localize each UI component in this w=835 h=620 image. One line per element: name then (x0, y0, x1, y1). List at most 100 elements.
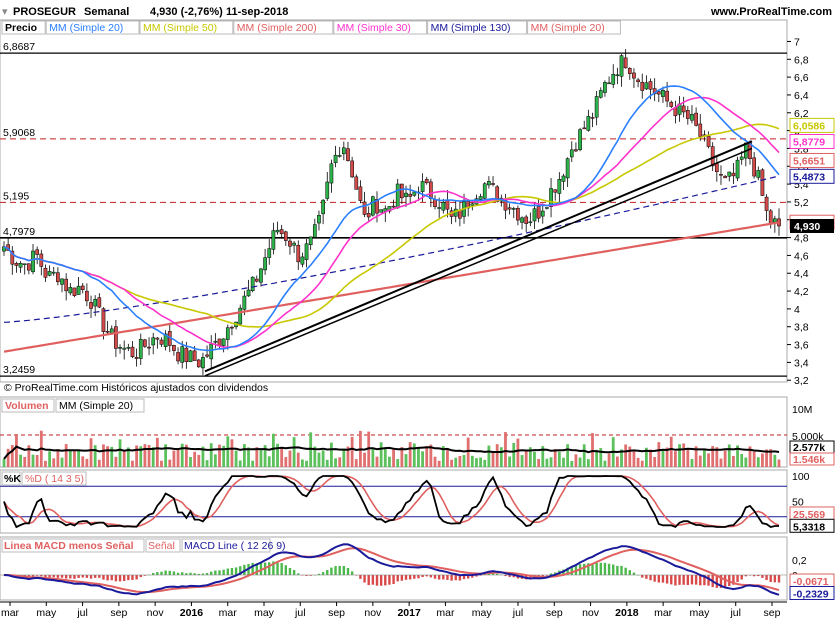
candle-body (130, 346, 135, 357)
volume-bar (545, 458, 549, 467)
candle-body (250, 276, 255, 291)
x-tick-label: 2016 (180, 607, 204, 619)
volume-bar (553, 449, 557, 467)
volume-bar (184, 444, 188, 467)
candle-body (304, 243, 309, 260)
volume-bar (450, 459, 453, 467)
candle-body (93, 298, 98, 307)
menu-icon[interactable]: ▾ (2, 6, 8, 18)
macd-hist-bar (674, 575, 677, 586)
macd-hist-bar (732, 575, 735, 585)
x-tick-label: may (690, 607, 711, 619)
macd-hist-bar (56, 575, 60, 578)
macd-hist-bar (429, 575, 433, 578)
volume-bar (139, 446, 143, 467)
candle-body (478, 196, 483, 200)
price-frame (0, 19, 788, 383)
volume-bar (118, 439, 122, 467)
volume-bar (73, 450, 76, 467)
macd-hist-bar (297, 573, 300, 575)
y-tick-label: 3,8 (794, 322, 809, 334)
candle-body (155, 337, 160, 340)
macd-hist-bar (160, 571, 163, 575)
candle-body (470, 203, 475, 206)
macd-hist-bar (284, 565, 288, 575)
candle-body (549, 188, 553, 207)
price-tag: 4,930 (790, 218, 834, 233)
candle-body (213, 340, 218, 343)
volume-bar (259, 448, 263, 467)
candle-body (296, 244, 301, 263)
stochastic-tick: 100 (792, 471, 810, 483)
candle-body (603, 82, 607, 93)
volume-bar (346, 446, 350, 467)
candle-body (511, 208, 516, 210)
y-tick-label: 4,6 (794, 250, 809, 262)
macd-hist-bar (665, 575, 669, 584)
stochastic-k-box (1, 471, 21, 486)
volume-bar (226, 436, 230, 467)
macd-hist-bar (421, 575, 424, 578)
ma-50-line (3, 123, 780, 328)
macd-hist-bar (479, 575, 482, 576)
macd-signal-line (4, 547, 780, 593)
volume-bar (126, 447, 130, 467)
volume-bar (711, 446, 715, 467)
macd-hist-bar (143, 575, 147, 576)
candle-body (536, 206, 541, 219)
macd-frame (0, 536, 788, 601)
site-link[interactable]: www.ProRealTime.com (710, 6, 832, 18)
macd-hist-bar (334, 566, 337, 575)
volume-bar (715, 447, 719, 467)
x-tick-label: sep (328, 607, 345, 619)
volume-bar (89, 438, 93, 467)
stochastic-tag: 25,569 (793, 509, 825, 521)
candle-body (159, 339, 164, 345)
candle-body (420, 181, 425, 192)
ma-20-line (3, 85, 780, 352)
volume-bar (690, 459, 694, 467)
macd-hist-bar (189, 572, 192, 575)
stochastic-k-label: %K (4, 473, 21, 485)
candle-body (400, 183, 404, 199)
legend-item: Precio (5, 22, 37, 34)
macd-hist-bar (35, 575, 39, 576)
volume-bar (242, 444, 246, 467)
candle-body (437, 207, 442, 209)
candle-body (31, 250, 35, 273)
legend-box (1, 20, 46, 35)
volume-bar (77, 450, 80, 467)
macd-hist-bar (769, 575, 772, 583)
volume-bar (454, 457, 458, 467)
candle-body (254, 278, 259, 282)
volume-bar (479, 457, 483, 467)
macd-hist-bar (346, 567, 350, 575)
macd-hist-bar (230, 567, 234, 575)
candle-body (279, 229, 284, 235)
x-tick-label: mar (1, 607, 20, 619)
macd-hist-bar (570, 566, 573, 575)
price-tag-text: 5,6651 (793, 155, 825, 167)
y-tick-label: 6,4 (794, 90, 809, 102)
volume-bar (686, 449, 690, 467)
volume-bar (607, 453, 611, 467)
volume-bar (205, 460, 209, 467)
macd-hist-bar (388, 575, 391, 585)
candle-body (710, 146, 715, 167)
candle-body (358, 186, 363, 201)
volume-bar (703, 450, 706, 467)
volume-bar (234, 450, 238, 467)
candle-body (482, 183, 487, 199)
price-tag-box (790, 218, 834, 233)
volume-bar (164, 444, 168, 467)
volume-bar (354, 459, 358, 467)
ma-30-line (3, 96, 780, 349)
macd-hist-bar (707, 575, 710, 586)
stochastic-tick: 50 (792, 497, 804, 509)
candle-body (681, 105, 686, 113)
x-tick-label: nov (364, 607, 382, 619)
y-tick-label: 5,2 (794, 197, 809, 209)
candle-body (242, 295, 247, 310)
last-price: 4,930 (-2,76%) (150, 6, 223, 18)
candle-body (458, 209, 462, 219)
